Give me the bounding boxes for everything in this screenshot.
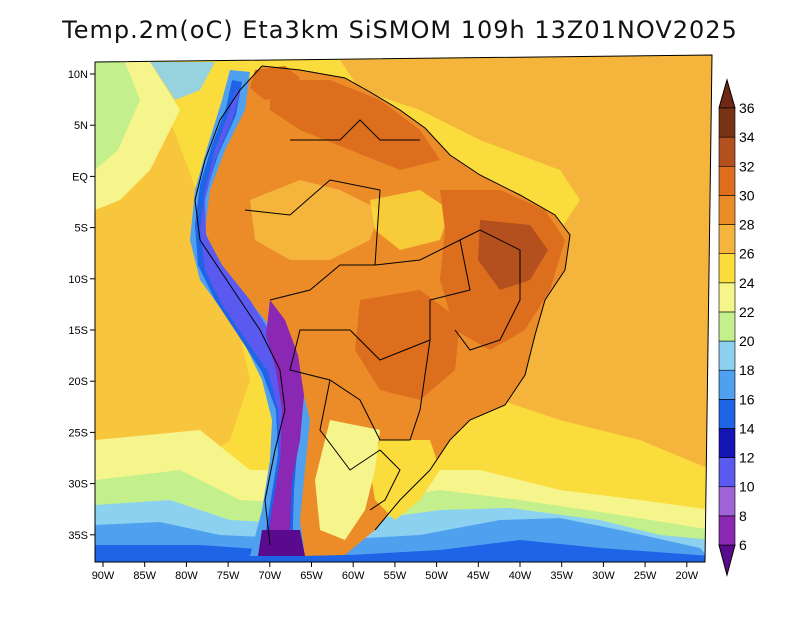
lat-tick-label: 5S: [75, 223, 88, 235]
colorbar-swatch: [718, 399, 736, 429]
lon-tick-label: 20W: [675, 570, 698, 582]
colorbar-swatch: [718, 253, 736, 284]
colorbar-swatch: [718, 428, 736, 458]
colorbar-swatch: [718, 486, 736, 517]
colorbar-swatch: [718, 282, 736, 313]
lon-tick-label: 60W: [342, 570, 365, 582]
colorbar-swatch: [718, 165, 736, 196]
colorbar-label: 10: [739, 479, 755, 495]
colorbar-label: 6: [739, 537, 747, 553]
colorbar-label: 26: [739, 246, 755, 262]
colorbar-above-triangle: [718, 78, 736, 109]
colorbar-swatch: [718, 340, 736, 371]
lon-tick-label: 30W: [592, 570, 615, 582]
colorbar-swatch: [718, 457, 736, 488]
longitude-axis: 90W 85W 80W 75W 70W 65W 60W 55W 50W 45W 40W 35W 30W 2…: [92, 562, 699, 582]
colorbar-label: 22: [739, 304, 755, 320]
country-borders: [194, 65, 571, 546]
colorbar-swatch: [718, 195, 736, 225]
colorbar-label: 36: [739, 100, 755, 116]
colorbar-label: 28: [739, 217, 755, 233]
colorbar-swatch: [718, 515, 736, 546]
lon-tick-label: 55W: [384, 570, 407, 582]
lat-tick-label: 35S: [68, 530, 88, 542]
lat-tick-label: 15S: [68, 325, 88, 337]
latitude-axis: 10N 5N EQ 5S 10S 15S 20S 25S 30S 35S: [68, 69, 95, 542]
colorbar: 6 8 10 12 14 16 18 20 22 24 26 28 30 32 34 36: [718, 78, 755, 577]
colorbar-label: 8: [739, 508, 747, 524]
lat-tick-label: EQ: [72, 171, 88, 183]
colorbar-swatch: [718, 107, 736, 138]
colorbar-label: 20: [739, 333, 755, 349]
lat-tick-label: 30S: [68, 479, 88, 491]
colorbar-label: 18: [739, 362, 755, 378]
lon-tick-label: 85W: [133, 570, 156, 582]
colorbar-swatch: [718, 369, 736, 400]
colorbar-swatch: [718, 136, 736, 167]
lat-tick-label: 5N: [74, 120, 88, 132]
colorbar-label: 12: [739, 450, 755, 466]
lon-tick-label: 25W: [634, 570, 657, 582]
lat-tick-label: 25S: [68, 427, 88, 439]
lon-tick-label: 80W: [175, 570, 198, 582]
lon-tick-label: 65W: [300, 570, 323, 582]
lon-tick-label: 45W: [467, 570, 490, 582]
lat-tick-label: 20S: [68, 376, 88, 388]
map-frame: [94, 54, 713, 563]
lon-tick-label: 35W: [550, 570, 573, 582]
lon-tick-label: 90W: [92, 570, 115, 582]
lon-tick-label: 75W: [217, 570, 240, 582]
colorbar-label: 32: [739, 158, 755, 174]
colorbar-label: 14: [739, 420, 755, 436]
colorbar-label: 16: [739, 391, 755, 407]
lon-tick-label: 40W: [509, 570, 532, 582]
colorbar-swatch: [718, 224, 736, 254]
colorbar-label: 30: [739, 187, 755, 203]
colorbar-below-triangle: [718, 544, 736, 577]
lon-tick-label: 70W: [258, 570, 281, 582]
lon-tick-label: 50W: [425, 570, 448, 582]
lat-tick-label: 10S: [68, 274, 88, 286]
map-title: Temp.2m(oC) Eta3km SiSMOM 109h 13Z01NOV2…: [62, 16, 738, 44]
colorbar-label: 24: [739, 275, 755, 291]
lat-tick-label: 10N: [68, 69, 88, 81]
colorbar-label: 34: [739, 129, 755, 145]
colorbar-swatch: [718, 311, 736, 342]
